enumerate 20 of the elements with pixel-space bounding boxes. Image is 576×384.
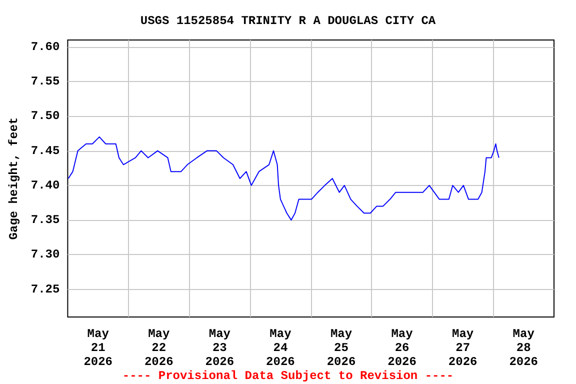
y-tick-label: 7.55 [30,74,60,89]
y-tick-label: 7.45 [30,144,60,158]
x-tick-label: May 23 2026 [205,327,234,369]
x-tick-label: May 24 2026 [266,327,295,369]
y-tick-label: 7.40 [30,178,60,192]
x-tick-label: May 27 2026 [448,327,478,369]
y-tick-label: 7.25 [30,282,60,296]
text: ---- Provisional Data Subject to Revision ---- [122,369,454,383]
x-tick-label: May 21 2026 [84,327,113,369]
x-tick-label: May 22 2026 [144,327,174,369]
chart-title: USGS 11525854 TRINITY R A DOUGLAS CITY CA [140,14,436,28]
x-tick-label: May 28 2026 [509,327,538,369]
y-tick-label: 7.50 [30,109,60,124]
x-tick-label: May 25 2026 [326,327,356,369]
y-tick-label: 7.35 [30,213,60,228]
y-tick-label: 7.30 [30,248,60,262]
y-tick-label: 7.60 [30,40,60,54]
y-axis-title: Gage height, feet [7,117,21,240]
x-tick-label: May 26 2026 [388,327,416,369]
line-series [68,136,500,221]
